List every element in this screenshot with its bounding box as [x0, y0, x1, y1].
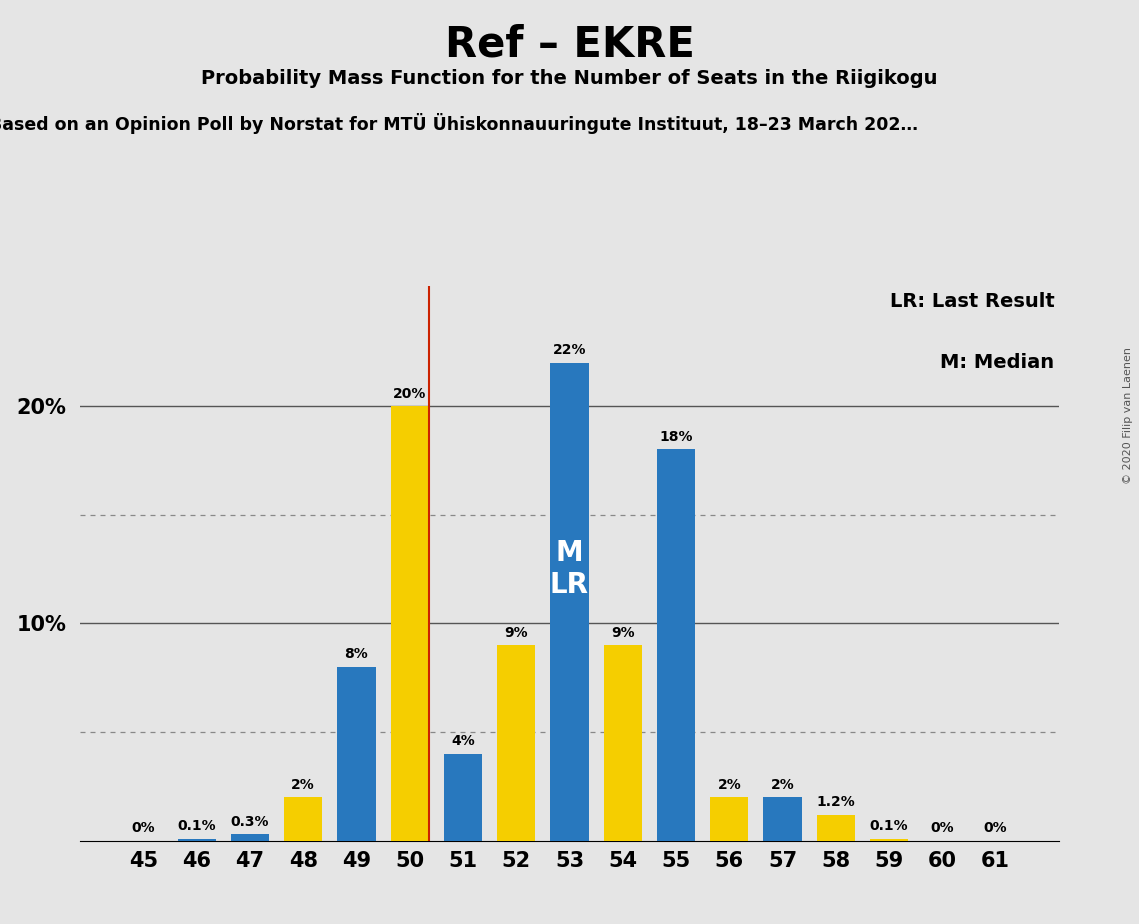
Text: 0.1%: 0.1% — [178, 820, 216, 833]
Text: 20%: 20% — [393, 386, 426, 401]
Text: 0%: 0% — [132, 821, 155, 835]
Text: 18%: 18% — [659, 430, 693, 444]
Text: 2%: 2% — [292, 778, 316, 792]
Bar — [550, 362, 589, 841]
Bar — [178, 839, 216, 841]
Text: 8%: 8% — [345, 648, 368, 662]
Text: Ref – EKRE: Ref – EKRE — [444, 23, 695, 65]
Text: 9%: 9% — [505, 626, 528, 639]
Bar — [604, 645, 642, 841]
Text: Probability Mass Function for the Number of Seats in the Riigikogu: Probability Mass Function for the Number… — [202, 69, 937, 89]
Text: Based on an Opinion Poll by Norstat for MTÜ Ühiskonnauuringute Instituut, 18–23 : Based on an Opinion Poll by Norstat for … — [0, 113, 918, 134]
Text: 0%: 0% — [931, 821, 954, 835]
Text: M: Median: M: Median — [941, 353, 1055, 372]
Bar — [817, 815, 855, 841]
Text: 1.2%: 1.2% — [817, 796, 855, 809]
Text: 4%: 4% — [451, 735, 475, 748]
Text: 2%: 2% — [771, 778, 794, 792]
Text: 9%: 9% — [611, 626, 634, 639]
Text: 2%: 2% — [718, 778, 741, 792]
Bar — [391, 406, 429, 841]
Text: 22%: 22% — [552, 343, 587, 357]
Bar — [497, 645, 535, 841]
Text: 0%: 0% — [984, 821, 1007, 835]
Bar — [284, 797, 322, 841]
Text: 0.3%: 0.3% — [231, 815, 269, 829]
Bar — [231, 834, 269, 841]
Bar — [710, 797, 748, 841]
Bar — [444, 754, 482, 841]
Text: M
LR: M LR — [550, 539, 589, 600]
Text: 0.1%: 0.1% — [870, 820, 909, 833]
Text: LR: Last Result: LR: Last Result — [890, 292, 1055, 311]
Bar — [337, 667, 376, 841]
Bar — [870, 839, 908, 841]
Bar — [657, 449, 695, 841]
Text: © 2020 Filip van Laenen: © 2020 Filip van Laenen — [1123, 347, 1133, 484]
Bar — [763, 797, 802, 841]
